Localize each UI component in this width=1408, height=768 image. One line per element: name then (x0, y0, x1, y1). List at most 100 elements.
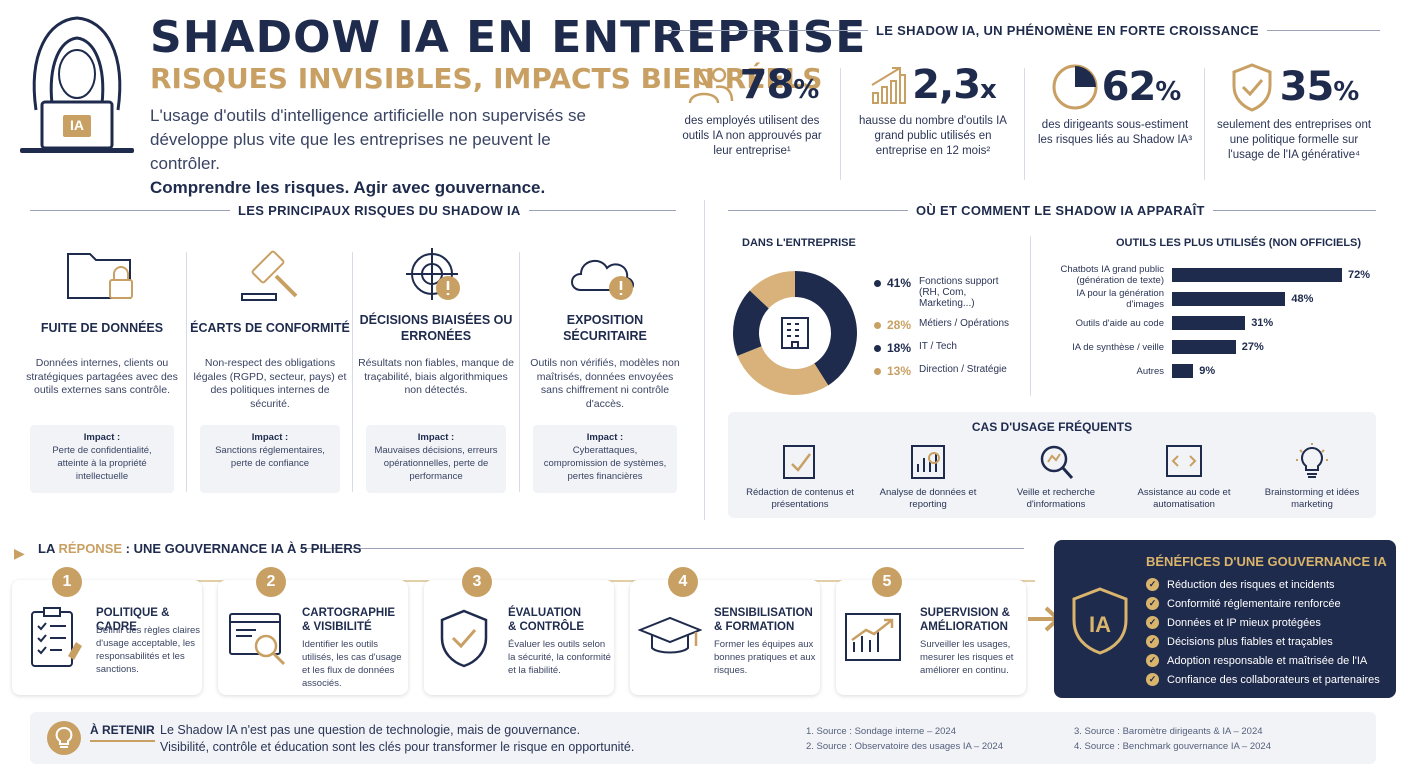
cloud-warning-icon (571, 259, 634, 300)
benefit-item: ✓ Adoption responsable et maîtrisée de l'… (1146, 651, 1380, 670)
pillar-desc: Former les équipes aux bonnes pratiques … (714, 639, 816, 676)
bar-row: Chatbots IA grand public (génération de … (1056, 263, 1376, 287)
legend-dot (874, 280, 881, 287)
risk-desc: Données internes, clients ou stratégique… (26, 357, 178, 396)
pillar-title: CARTOGRAPHIE & VISIBILITÉ (302, 607, 396, 633)
legend-dot (874, 345, 881, 352)
bar-row: IA de synthèse / veille 27% (1056, 335, 1376, 359)
where-title: OÙ ET COMMENT LE SHADOW IA APPARAÎT (908, 203, 1213, 218)
pie-icon (1052, 64, 1098, 110)
bar-value: 72% (1348, 269, 1371, 281)
benefit-text: Décisions plus fiables et traçables (1167, 635, 1333, 648)
shield-check-icon (440, 609, 488, 668)
target-warning-icon (406, 248, 460, 300)
risk-title: ÉCARTS DE CONFORMITÉ (190, 321, 350, 335)
tagline: Comprendre les risques. Agir avec gouver… (150, 178, 546, 197)
graduation-cap-icon (638, 616, 702, 654)
bar-value: 31% (1251, 317, 1274, 329)
usecase-label: Rédaction de contenus et présentations (746, 486, 854, 511)
legend-label: Direction / Stratégie (919, 364, 1007, 375)
legend-pct: 41% (887, 276, 912, 290)
hooded-figure-icon (20, 16, 134, 153)
pillar-mapping: 2 CARTOGRAPHIE & VISIBILITÉ Identifier l… (218, 567, 408, 695)
legend-pct: 13% (887, 364, 912, 378)
benefits-list: ✓ Réduction des risques et incidents ✓ Con… (1146, 575, 1380, 689)
document-edit-icon (783, 445, 815, 479)
donut-slice (733, 290, 769, 356)
check-icon: ✓ (1146, 597, 1159, 610)
stat-executives: 62% des dirigeants sous-estiment les ris… (1035, 62, 1195, 148)
pillar-desc: Identifier les outils utilisés, les cas … (302, 639, 402, 689)
monitoring-chart-icon (845, 613, 901, 661)
impact-label: Impact : (83, 432, 121, 443)
usecase-item: Brainstorming et idées marketing (1248, 442, 1376, 512)
impact-label: Impact : (417, 432, 455, 443)
risk-impact: Impact : Mauvaises décisions, erreurs opé… (366, 425, 506, 493)
stat-unit: % (1155, 77, 1181, 107)
source-1: 1. Source : Sondage interne – 2024 (806, 726, 957, 737)
check-icon: ✓ (1146, 578, 1159, 591)
pillar-policy: 1 POLITIQUE & CADRE Définir des règles c… (12, 567, 202, 695)
impact-text: Sanctions réglementaires, perte de confi… (215, 445, 325, 469)
stat-value: 2,3 (912, 62, 981, 108)
usecases-panel: CAS D'USAGE FRÉQUENTS Rédaction de conte… (728, 412, 1376, 518)
pillar-training: 4 SENSIBILISATION & FORMATION Former les… (630, 567, 820, 695)
legend-dot (874, 322, 881, 329)
building-icon (781, 317, 809, 349)
bars-title: OUTILS LES PLUS UTILISÉS (NON OFFICIELS) (1116, 237, 1362, 249)
retain-banner: À RETENIR Le Shadow IA n'est pas une que… (30, 712, 1376, 764)
usecase-label: Analyse de données et reporting (879, 486, 977, 511)
legend-label: Métiers / Opérations (919, 318, 1010, 329)
shield-check-icon (1232, 63, 1272, 112)
retain-line-1: Le Shadow IA n'est pas une question de t… (160, 723, 581, 737)
stat-unit: % (793, 75, 819, 105)
risks-title: LES PRINCIPAUX RISQUES DU SHADOW IA (230, 203, 529, 218)
stat-tools-growth: 2,3x hausse du nombre d'outils IA grand … (853, 62, 1013, 159)
impact-text: Perte de confidentialité, atteinte à la … (52, 445, 152, 482)
pillar-number: 2 (256, 567, 286, 597)
code-icon (1166, 445, 1202, 477)
check-icon: ✓ (1146, 654, 1159, 667)
legend-pct: 28% (887, 318, 912, 332)
browser-search-icon (229, 613, 286, 666)
benefit-text: Réduction des risques et incidents (1167, 578, 1335, 591)
bar (1172, 268, 1342, 282)
magnifier-icon (1040, 445, 1074, 480)
pillar-number: 3 (462, 567, 492, 597)
bar (1172, 364, 1194, 378)
impact-label: Impact : (251, 432, 289, 443)
stat-value: 62 (1101, 64, 1157, 110)
response-suffix: : UNE GOUVERNANCE IA À 5 PILIERS (122, 541, 362, 556)
clipboard-checklist-icon (31, 607, 82, 667)
risk-impact: Impact : Cyberattaques, compromission de … (533, 425, 677, 493)
retain-line-2: Visibilité, contrôle et éducation sont l… (160, 740, 635, 754)
check-icon: ✓ (1146, 616, 1159, 629)
impact-text: Mauvaises décisions, erreurs opérationne… (374, 445, 498, 482)
stat-value: 78 (739, 62, 795, 108)
stat-text: seulement des entreprises ont une politi… (1216, 119, 1372, 161)
donut-slice (795, 271, 857, 386)
donut-legend: 41% Fonctions support (RH, Com, Marketing… (874, 276, 1034, 387)
page-title: SHADOW IA EN ENTREPRISE (150, 12, 867, 63)
check-icon: ✓ (1146, 635, 1159, 648)
sources-right: 3. Source : Baromètre dirigeants & IA – … (1074, 724, 1271, 754)
impact-label: Impact : (586, 432, 624, 443)
bar-value: 48% (1291, 293, 1314, 305)
source-3: 3. Source : Baromètre dirigeants & IA – … (1074, 726, 1263, 737)
usecases-title: CAS D'USAGE FRÉQUENTS (971, 420, 1133, 434)
risk-title: DÉCISIONS BIAISÉES OU ERRONÉES (359, 313, 513, 343)
risk-impact: Impact : Sanctions réglementaires, perte … (200, 425, 340, 493)
donut-slice (737, 346, 829, 395)
growth-chart-icon (871, 67, 907, 104)
source-2: 2. Source : Observatoire des usages IA –… (806, 741, 1003, 752)
data-analysis-icon (911, 445, 945, 479)
benefits-badge: IA (1089, 612, 1111, 637)
legend-item: 41% Fonctions support (RH, Com, Marketing… (874, 276, 1034, 309)
bar (1172, 316, 1246, 330)
donut-title: DANS L'ENTREPRISE (742, 237, 856, 249)
legend-item: 13% Direction / Stratégie (874, 364, 1034, 378)
shield-ia-icon (1072, 587, 1128, 655)
usecase-label: Veille et recherche d'informations (1016, 486, 1096, 511)
source-4: 4. Source : Benchmark gouvernance IA – 2… (1074, 741, 1271, 752)
donut-chart (733, 271, 857, 395)
